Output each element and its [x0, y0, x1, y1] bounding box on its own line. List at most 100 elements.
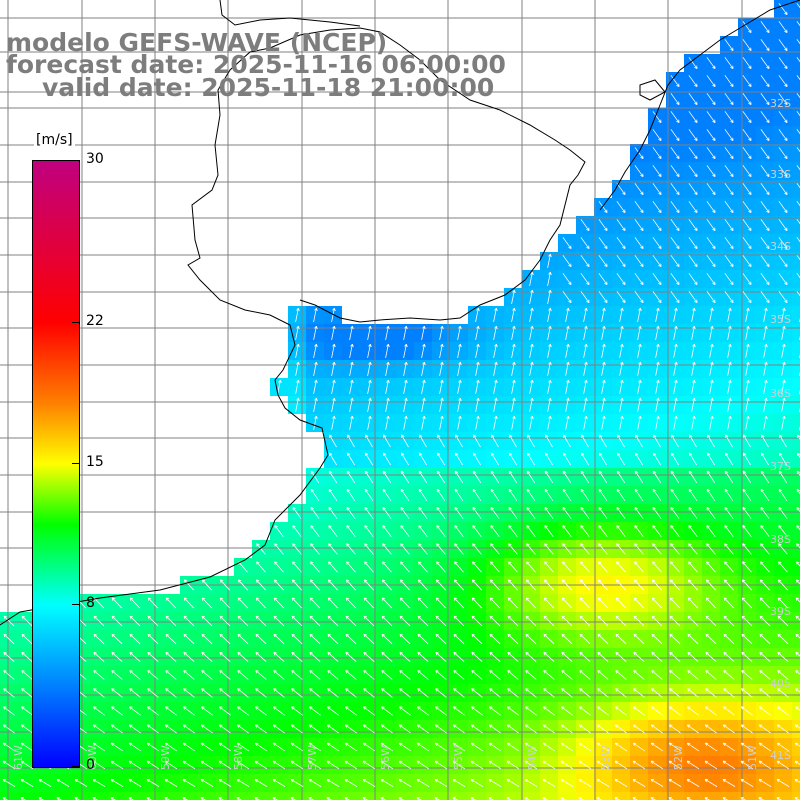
- wind-arrow: [706, 237, 716, 250]
- wind-arrow: [670, 543, 680, 555]
- wind-arrow: [274, 543, 284, 555]
- wind-arrow: [670, 93, 680, 106]
- wind-arrow: [781, 307, 786, 322]
- wind-arrow: [742, 506, 752, 519]
- wind-arrow: [706, 291, 716, 304]
- wind-arrow: [164, 724, 177, 734]
- wind-arrow: [632, 742, 646, 752]
- wind-arrow: [581, 434, 589, 448]
- wind-arrow: [331, 415, 336, 430]
- wind-arrow: [759, 579, 770, 591]
- wind-arrow: [367, 379, 372, 394]
- wind-arrow: [524, 724, 537, 734]
- wind-arrow: [255, 651, 267, 662]
- wind-arrow: [741, 615, 753, 627]
- wind-arrow: [331, 361, 336, 376]
- wind-arrow: [706, 147, 716, 160]
- wind-arrow: [511, 397, 516, 412]
- wind-arrow: [509, 434, 517, 448]
- wind-arrow: [706, 488, 716, 502]
- wind-arrow: [707, 434, 715, 448]
- wind-arrow: [616, 561, 626, 573]
- wind-arrow: [691, 325, 696, 340]
- wind-arrow: [291, 615, 303, 627]
- wind-arrow: [724, 291, 734, 304]
- wind-arrow: [457, 361, 462, 376]
- wind-arrow: [758, 779, 772, 787]
- wind-arrow: [742, 39, 752, 52]
- wind-arrow: [545, 452, 553, 466]
- wind-arrow: [327, 633, 339, 645]
- wind-arrow: [273, 651, 285, 662]
- wind-arrow: [93, 670, 105, 680]
- colorbar-unit: [m/s]: [34, 132, 75, 148]
- wind-arrow: [668, 779, 682, 787]
- wind-arrow: [237, 651, 249, 662]
- wind-arrow: [562, 543, 572, 555]
- wind-arrow: [725, 452, 733, 466]
- wind-arrow: [454, 506, 464, 519]
- wind-arrow: [709, 325, 714, 340]
- wind-arrow: [794, 760, 800, 765]
- wind-arrow: [778, 255, 788, 268]
- wind-arrow: [722, 779, 736, 787]
- wind-arrow: [526, 470, 536, 484]
- wind-arrow: [328, 488, 338, 502]
- wind-arrow: [670, 183, 680, 196]
- wind-arrow: [471, 579, 482, 591]
- field-cell: [792, 468, 800, 486]
- wind-arrow: [3, 651, 15, 662]
- wind-arrow: [742, 273, 752, 286]
- wind-arrow: [561, 706, 573, 716]
- wind-arrow: [581, 452, 589, 466]
- wind-arrow: [547, 343, 552, 358]
- longitude-label: 53W: [599, 745, 612, 770]
- wind-arrow: [742, 543, 752, 555]
- field-cell: [792, 180, 800, 198]
- wind-arrow: [651, 670, 663, 680]
- wind-arrow: [705, 706, 717, 716]
- wind-arrow: [381, 670, 393, 680]
- wind-arrow: [688, 525, 698, 537]
- wind-arrow: [615, 706, 627, 716]
- wind-arrow: [669, 706, 681, 716]
- wind-arrow: [759, 688, 771, 698]
- wind-arrow: [670, 273, 680, 286]
- wind-arrow: [436, 506, 446, 519]
- wind-arrow: [344, 724, 357, 734]
- wind-arrow: [544, 488, 554, 502]
- wind-arrow: [778, 561, 788, 573]
- wind-arrow: [794, 742, 800, 747]
- wind-arrow: [655, 361, 660, 376]
- wind-arrow: [382, 543, 392, 555]
- wind-arrow: [543, 688, 555, 698]
- wind-arrow: [363, 615, 375, 627]
- wind-arrow: [417, 597, 429, 609]
- wind-arrow: [723, 688, 735, 698]
- wind-arrow: [745, 325, 750, 340]
- wind-arrow: [329, 434, 337, 448]
- wind-arrow: [254, 779, 268, 787]
- wind-arrow: [777, 633, 789, 645]
- wind-arrow: [705, 670, 717, 680]
- wind-arrow: [3, 706, 15, 716]
- wind-arrow: [525, 670, 537, 680]
- wind-arrow: [455, 452, 463, 466]
- wind-arrow: [417, 615, 429, 627]
- wind-arrow: [506, 742, 520, 752]
- wind-arrow: [367, 343, 372, 358]
- wind-arrow: [745, 307, 750, 322]
- wind-arrow: [400, 543, 410, 555]
- wind-arrow: [418, 470, 428, 484]
- wind-arrow: [346, 488, 356, 502]
- wind-arrow: [637, 397, 642, 412]
- wind-arrow: [416, 760, 430, 770]
- latitude-label: 36S: [770, 387, 791, 400]
- wind-arrow: [686, 742, 700, 752]
- colorbar-tick-mark: [72, 463, 80, 464]
- wind-arrow: [777, 597, 789, 609]
- wind-arrow: [524, 760, 538, 770]
- wind-arrow: [580, 291, 590, 304]
- wind-arrow: [309, 670, 321, 680]
- wind-arrow: [110, 742, 124, 752]
